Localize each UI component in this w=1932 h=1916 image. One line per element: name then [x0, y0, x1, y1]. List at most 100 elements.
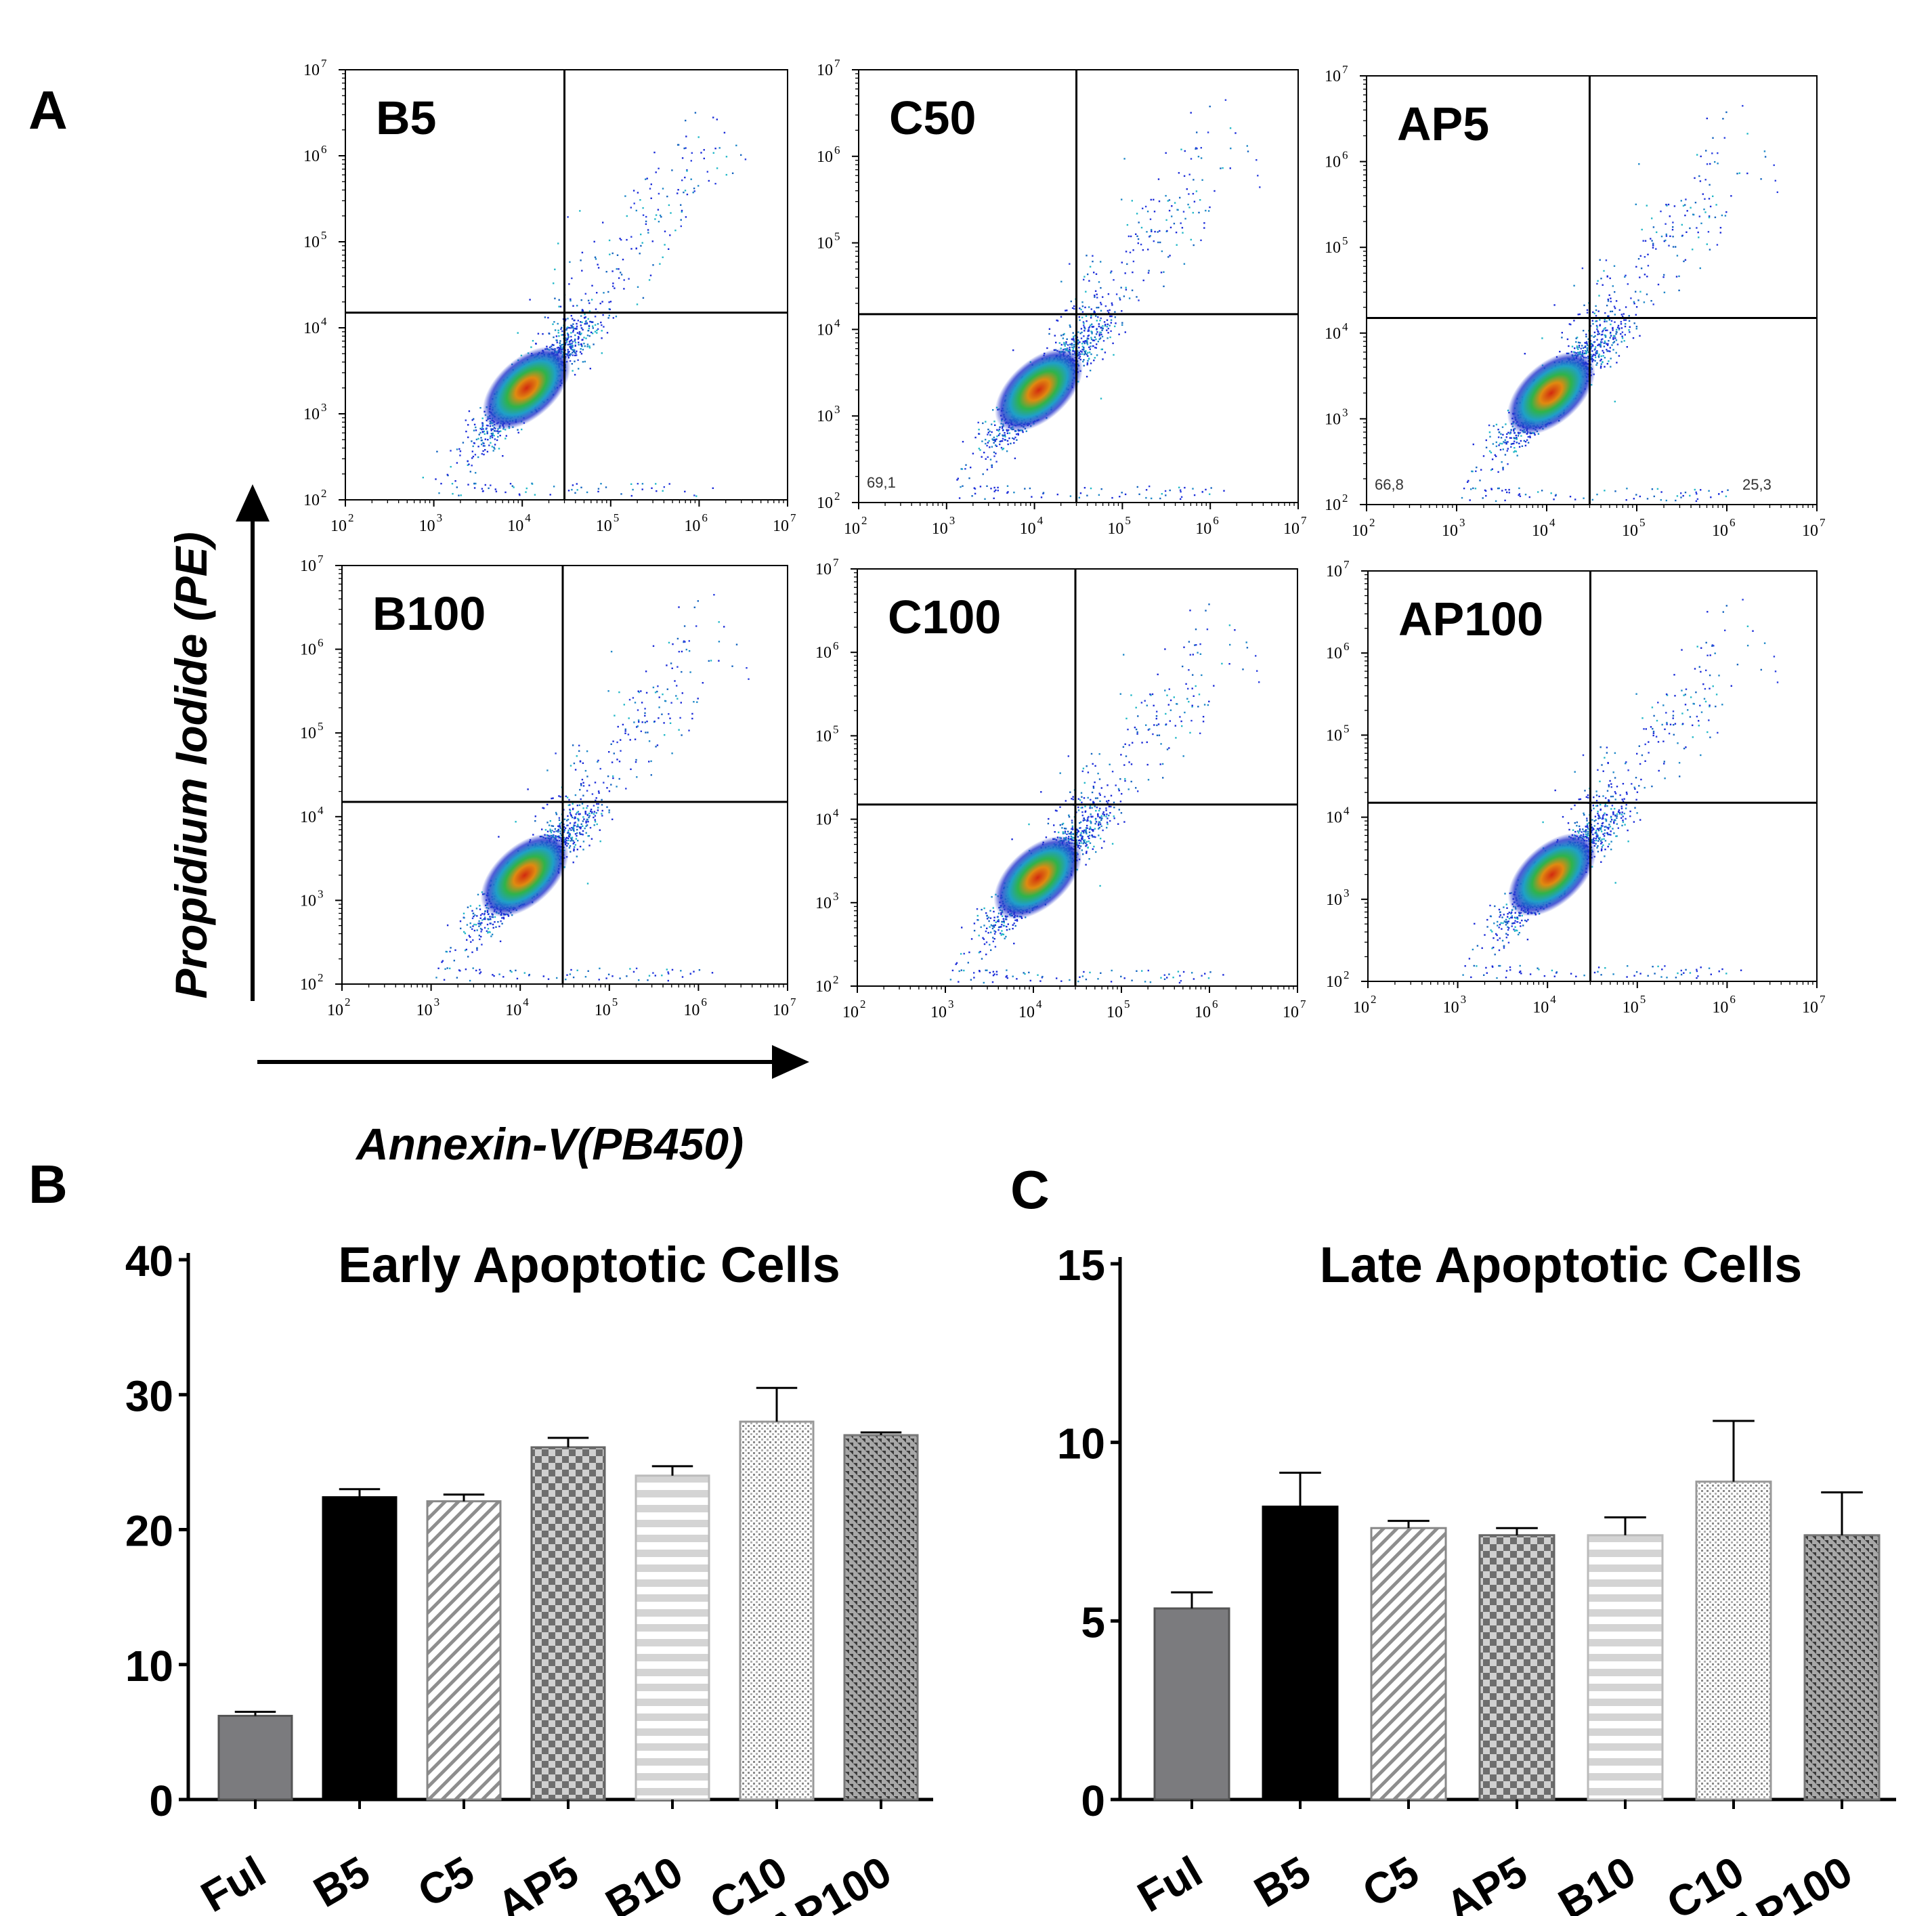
- flow-event-dot: [1195, 147, 1197, 149]
- flow-event-dot: [572, 345, 574, 347]
- flow-event-dot: [1629, 326, 1631, 328]
- flow-event-dot: [1513, 442, 1515, 445]
- flow-event-dot: [1012, 349, 1014, 352]
- flow-event-dot: [606, 332, 609, 334]
- flow-event-dot: [1084, 306, 1086, 309]
- flow-event-dot: [987, 442, 989, 444]
- flow-event-dot: [1585, 351, 1587, 353]
- flow-event-dot: [578, 337, 580, 339]
- flow-event-dot: [1700, 155, 1702, 158]
- flow-event-dot: [1135, 233, 1137, 235]
- flow-event-dot: [1613, 341, 1616, 343]
- flow-event-dot: [1119, 297, 1121, 299]
- flow-event-dot: [1652, 247, 1654, 249]
- flow-event-dot: [569, 360, 572, 362]
- flow-event-dot: [1200, 147, 1202, 149]
- flow-event-dot: [981, 440, 983, 442]
- flow-event-dot: [1606, 344, 1609, 346]
- flow-event-dot: [553, 336, 555, 339]
- flow-event-dot: [1575, 337, 1577, 339]
- flow-event-dot: [1624, 325, 1627, 328]
- flow-event-dot: [1083, 322, 1085, 324]
- flow-event-dot: [581, 309, 584, 311]
- flow-event-dot: [1137, 242, 1139, 244]
- flow-event-dot: [1054, 335, 1056, 337]
- flow-event-dot: [1595, 324, 1598, 327]
- flow-event-dot: [1710, 496, 1712, 498]
- flow-event-dot: [1609, 337, 1611, 339]
- flow-event-dot: [1529, 436, 1531, 439]
- flow-event-dot: [451, 483, 454, 485]
- flow-event-dot: [1635, 306, 1638, 308]
- flow-event-dot: [547, 316, 549, 319]
- flow-event-dot: [566, 339, 568, 341]
- flow-event-dot: [1055, 341, 1057, 343]
- flow-event-dot: [614, 287, 616, 289]
- flow-event-dot: [591, 333, 594, 335]
- flow-event-dot: [985, 442, 987, 445]
- flow-event-dot: [1692, 249, 1694, 251]
- flow-event-dot: [558, 335, 560, 337]
- flow-event-dot: [987, 431, 989, 433]
- flow-event-dot: [1600, 363, 1602, 365]
- flow-event-dot: [1600, 343, 1602, 345]
- flow-event-dot: [572, 354, 574, 356]
- flow-event-dot: [1193, 244, 1195, 247]
- flow-event-dot: [479, 938, 481, 941]
- flow-event-dot: [1090, 315, 1092, 317]
- flow-event-dot: [517, 332, 519, 334]
- flow-event-dot: [573, 830, 575, 832]
- flow-event-dot: [706, 171, 708, 173]
- flow-event-dot: [1168, 199, 1171, 201]
- flow-event-dot: [635, 247, 637, 249]
- flow-event-dot: [1073, 350, 1075, 352]
- flow-event-dot: [1100, 331, 1102, 334]
- flow-event-dot: [1678, 289, 1680, 291]
- flow-event-dot: [1600, 339, 1603, 341]
- flow-event-dot: [505, 435, 507, 437]
- flow-event-dot: [1639, 335, 1641, 337]
- flow-event-dot: [1502, 467, 1504, 469]
- flow-event-dot: [1071, 344, 1073, 346]
- flow-event-dot: [1093, 359, 1095, 362]
- flow-event-dot: [480, 440, 483, 442]
- flow-event-dot: [1625, 499, 1627, 501]
- flow-x-tick-exponent: 5: [614, 511, 620, 524]
- flow-event-dot: [680, 204, 682, 206]
- flow-event-dot: [1517, 435, 1520, 437]
- flow-event-dot: [562, 343, 564, 345]
- flow-event-dot: [1207, 210, 1210, 212]
- flow-event-dot: [580, 333, 582, 336]
- flow-event-dot: [530, 346, 532, 348]
- flow-event-dot: [1612, 285, 1614, 287]
- flow-event-dot: [597, 263, 599, 265]
- flow-event-dot: [1518, 494, 1520, 496]
- flow-event-dot: [1606, 350, 1608, 352]
- flow-event-dot: [1730, 195, 1732, 197]
- flow-event-dot: [618, 277, 620, 279]
- flow-x-tick-exponent: 7: [790, 511, 796, 524]
- flow-event-dot: [1503, 441, 1505, 443]
- flow-event-dot: [744, 158, 747, 161]
- flow-y-tick-exponent: 4: [1342, 320, 1348, 333]
- flow-event-dot: [571, 326, 573, 329]
- flow-x-tick-label: 10: [1622, 522, 1638, 540]
- flow-event-dot: [551, 343, 553, 346]
- flow-event-dot: [1107, 293, 1110, 295]
- flow-event-dot: [1644, 240, 1647, 242]
- flow-event-dot: [576, 489, 578, 491]
- flow-event-dot: [1646, 498, 1649, 500]
- flow-event-dot: [587, 318, 589, 320]
- flow-event-dot: [986, 485, 988, 487]
- flow-event-dot: [1147, 249, 1149, 251]
- flow-event-dot: [562, 318, 565, 320]
- flow-event-dot: [559, 345, 561, 347]
- flow-event-dot: [585, 337, 587, 339]
- flow-event-dot: [1078, 352, 1080, 354]
- flow-event-dot: [1063, 333, 1065, 335]
- flow-event-dot: [569, 354, 571, 357]
- flow-event-dot: [1138, 221, 1140, 223]
- flow-event-dot: [1585, 333, 1587, 335]
- flow-event-dot: [1685, 198, 1687, 200]
- flow-event-dot: [690, 160, 692, 162]
